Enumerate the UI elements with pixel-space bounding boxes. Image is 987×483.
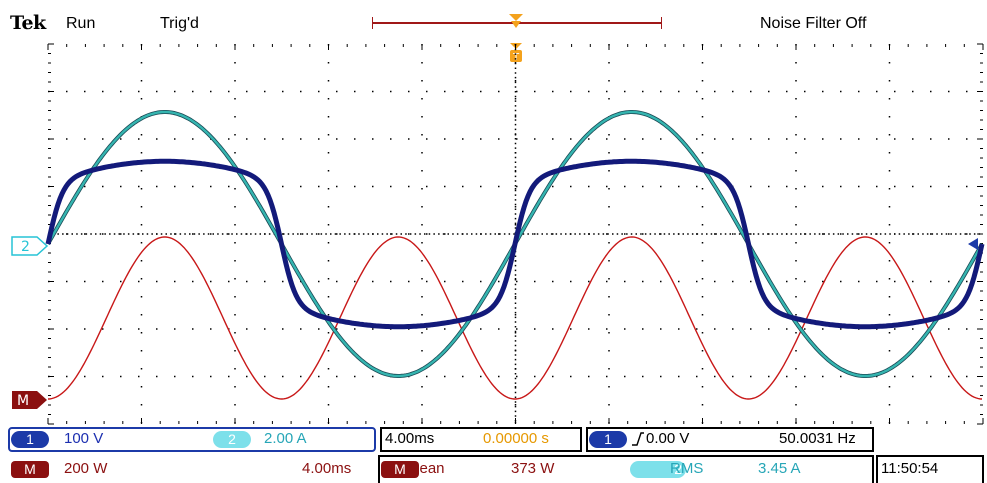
trigger-position-icon[interactable] (508, 13, 524, 29)
math-badge[interactable]: M (11, 461, 49, 478)
trigger-frequency: 50.0031 Hz (779, 430, 856, 447)
measurement-1-badge[interactable]: M (381, 461, 419, 478)
measurement-2-value: 3.45 A (758, 460, 801, 477)
horizontal-readout-panel (380, 427, 582, 452)
channel-1-badge[interactable]: 1 (11, 431, 49, 448)
math-ground-label: M (17, 393, 29, 409)
trigger-level[interactable]: 0.00 V (646, 430, 690, 447)
horizontal-timebase[interactable]: 4.00ms (385, 430, 435, 447)
measurement-2-badge[interactable]: 2 (630, 461, 686, 478)
brand-logo: Tek (10, 12, 46, 34)
channel-2-ground-label: 2 (21, 239, 30, 255)
channel-1-level-marker-icon (968, 238, 978, 250)
acquisition-state[interactable]: Run (66, 15, 96, 32)
channel-1-scale[interactable]: 100 V (64, 430, 104, 447)
trigger-state: Trig'd (160, 15, 199, 32)
channel-2-scale[interactable]: 2.00 A (264, 430, 307, 447)
math-timebase[interactable]: 4.00ms (302, 460, 352, 477)
math-power-waveform (47, 236, 983, 400)
measurement-2-type[interactable]: RMS (670, 460, 704, 477)
trigger-position[interactable]: 0.00000 s (483, 430, 549, 447)
graticule (45, 43, 985, 425)
channel-readout-panel (8, 427, 376, 452)
rising-edge-icon (632, 432, 644, 446)
measurement-panel (378, 455, 874, 483)
status-bar: Tek Run Trig'd Noise Filter Off (0, 0, 987, 44)
svg-text:T: T (512, 52, 520, 63)
trigger-source-badge[interactable]: 1 (589, 431, 627, 448)
math-scale[interactable]: 200 W (64, 460, 108, 477)
math-ground-marker[interactable]: M (11, 390, 49, 410)
noise-filter-status[interactable]: Noise Filter Off (760, 15, 867, 32)
waveform-display[interactable] (45, 43, 985, 425)
channel-2-badge[interactable]: 2 (213, 431, 251, 448)
measurement-1-value: 373 W (511, 460, 555, 477)
channel-1-voltage-waveform (45, 158, 985, 330)
measurement-1-type[interactable]: Mean (407, 460, 445, 477)
clock: 11:50:54 (881, 460, 939, 477)
channel-2-ground-marker[interactable]: 2 (11, 236, 49, 256)
clock-panel (876, 455, 984, 483)
trigger-readout-panel (586, 427, 874, 452)
